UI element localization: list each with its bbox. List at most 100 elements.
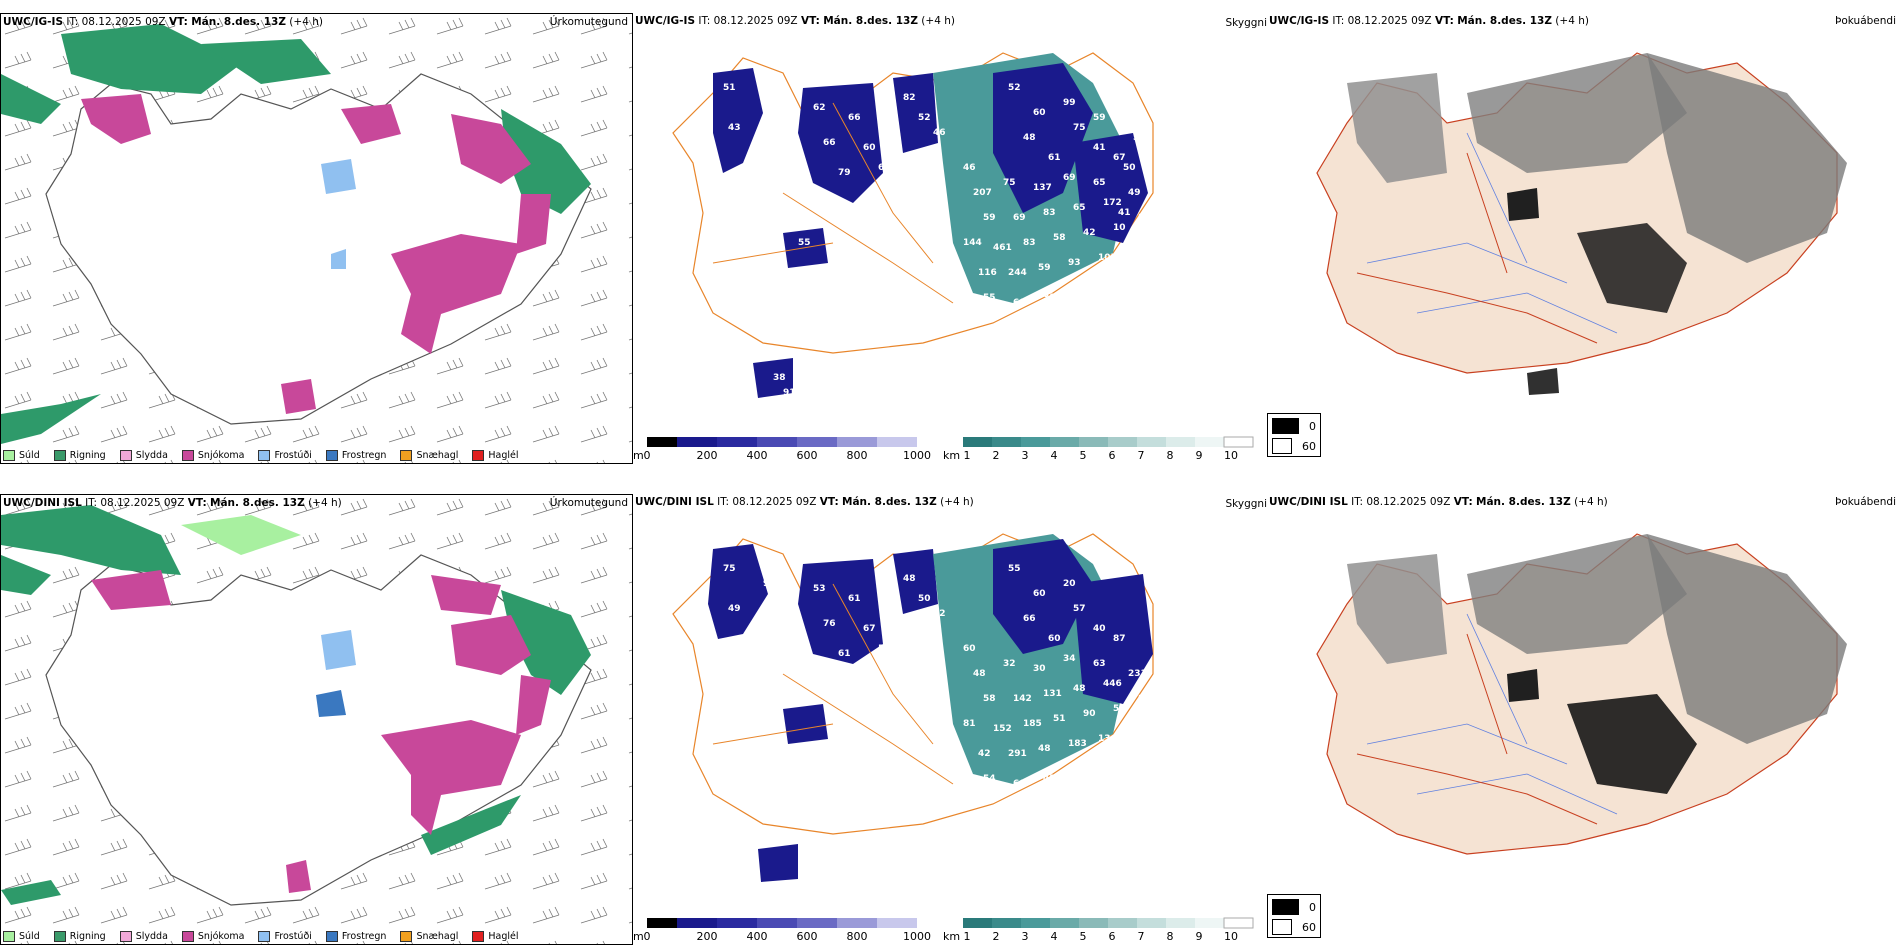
visibility-value: 291: [1008, 749, 1027, 759]
legend-label: Snæhagl: [416, 450, 459, 461]
fog-key-swatch: [1272, 418, 1299, 434]
legend-label: Frostregn: [341, 450, 387, 461]
visibility-value: 30: [1033, 664, 1046, 674]
swatch: [400, 931, 413, 942]
height-tick: 200: [696, 930, 718, 943]
legend-item: Haglél: [472, 450, 519, 461]
model-name: UWC/DINI ISL: [1269, 496, 1348, 508]
visibility-value: 144: [963, 238, 982, 248]
lead-time: (+4 h): [308, 497, 342, 509]
visibility-value: 86: [1138, 213, 1151, 223]
precip-legend-1: Súld Rigning Slydda Snjókoma Frostúði Fr…: [3, 450, 519, 461]
km-tick: 5: [1079, 449, 1087, 462]
visibility-value: 48: [1038, 744, 1051, 754]
visibility-numbers-2: 75 96 49 54 53 61 76 67 61 51 48 50 52 69 60 55 60 66 20 57…: [633, 494, 1267, 914]
legend-label: Frostúði: [274, 931, 312, 942]
legend-item: Rigning: [53, 931, 106, 942]
swatch: [3, 450, 15, 461]
km-colorbar-gradient: [963, 436, 1254, 448]
legend-label: Rigning: [69, 931, 106, 942]
km-tick: 8: [1166, 930, 1174, 943]
visibility-value: 58: [1053, 233, 1066, 243]
visibility-value: 65: [1093, 178, 1106, 188]
visibility-value: 142: [1013, 694, 1032, 704]
it-label: IT:: [1332, 15, 1345, 27]
km-tick: 5: [1079, 930, 1087, 943]
legend-label: Súld: [19, 931, 40, 942]
model-name: UWC/DINI ISL: [3, 497, 82, 509]
vt-label: VT:: [800, 15, 820, 27]
precip-type-panel-2: UWC/DINI ISL IT: 08.12.2025 09Z VT: Mán.…: [0, 494, 633, 945]
km-colorbar-2: km 1 2 3 4 5 6 7 8 9 10: [943, 916, 1263, 944]
height-tick: 400: [746, 449, 768, 462]
height-colorbar-1: m 0 200 400 600 800 1000: [633, 435, 933, 463]
visibility-value: 244: [1008, 268, 1027, 278]
lead-time: (+4 h): [289, 16, 323, 28]
height-unit: m: [633, 930, 644, 943]
height-colorbar-2: m 0 200 400 600 800 1000: [633, 916, 933, 944]
fog-key-swatch: [1272, 438, 1292, 454]
km-tick: 4: [1050, 930, 1058, 943]
legend-item: Rigning: [53, 450, 106, 461]
swatch: [325, 931, 338, 942]
visibility-value: 60: [963, 644, 976, 654]
visibility-header-2: UWC/DINI ISL IT: 08.12.2025 09Z VT: Mán.…: [635, 496, 974, 508]
visibility-value: 48: [1073, 684, 1086, 694]
visibility-value: 18: [1073, 288, 1086, 298]
vt-label: VT:: [168, 16, 188, 28]
legend-label: Súld: [19, 450, 40, 461]
visibility-value: 62: [813, 103, 826, 113]
it-label: IT:: [717, 496, 730, 508]
fog-title-2: Þokuábendi: [1835, 496, 1896, 508]
height-tick: 800: [846, 449, 868, 462]
visibility-value: 60: [1033, 108, 1046, 118]
visibility-value: 96: [763, 579, 776, 589]
km-tick: 6: [1108, 930, 1116, 943]
visibility-value: 90: [1083, 709, 1096, 719]
visibility-value: 46: [933, 128, 946, 138]
visibility-value: 59: [753, 143, 766, 153]
valid-time: Mán. 8.des. 13Z: [191, 16, 286, 28]
swatch: [325, 450, 338, 461]
visibility-value: 82: [903, 93, 916, 103]
visibility-value: 69: [1013, 213, 1026, 223]
km-tick: 6: [1108, 449, 1116, 462]
visibility-value: 32: [1003, 659, 1016, 669]
precip-type-map-2: [1, 495, 632, 944]
fog-header-2: UWC/DINI ISL IT: 08.12.2025 09Z VT: Mán.…: [1269, 496, 1608, 508]
fog-key-swatch: [1272, 919, 1292, 935]
precip-type-panel-1: UWC/IG-IS IT: 08.12.2025 09Z VT: Mán. 8.…: [0, 13, 633, 464]
visibility-value: 42: [1083, 228, 1096, 238]
visibility-value: 10: [1113, 223, 1126, 233]
visibility-value: 105: [1098, 253, 1117, 263]
legend-item: Súld: [3, 931, 40, 942]
km-colorbar-gradient: [963, 917, 1254, 929]
visibility-value: 55: [983, 293, 996, 303]
vt-label: VT:: [1453, 496, 1473, 508]
visibility-value: 60: [1033, 589, 1046, 599]
height-tick: 0: [643, 449, 651, 462]
init-time: 08.12.2025 09Z: [713, 15, 798, 27]
model-name: UWC/DINI ISL: [635, 496, 714, 508]
visibility-value: 66: [823, 138, 836, 148]
vt-label: VT:: [187, 497, 207, 509]
swatch: [472, 450, 485, 461]
visibility-numbers-1: 51 144 43 59 62 66 66 60 79 66 82 52 46 47 46 52 60 48 99 7…: [633, 13, 1267, 433]
visibility-value: 67: [1113, 153, 1126, 163]
visibility-value: 207: [973, 188, 992, 198]
visibility-value: 69: [1063, 173, 1076, 183]
visibility-map-1: [672, 52, 1154, 398]
height-tick: 1000: [903, 449, 931, 462]
lead-time: (+4 h): [1555, 15, 1589, 27]
legend-label: Slydda: [135, 931, 168, 942]
height-colorbar-gradient: [647, 918, 917, 928]
height-tick: 400: [746, 930, 768, 943]
precip-title-1: Úrkomutegund: [549, 16, 628, 28]
it-label: IT:: [66, 16, 79, 28]
visibility-value: 75: [1073, 123, 1086, 133]
visibility-value: 76: [823, 619, 836, 629]
legend-item: Frostúði: [258, 450, 312, 461]
height-tick: 0: [643, 930, 651, 943]
visibility-value: 55: [798, 238, 811, 248]
visibility-value: 48: [1023, 133, 1036, 143]
